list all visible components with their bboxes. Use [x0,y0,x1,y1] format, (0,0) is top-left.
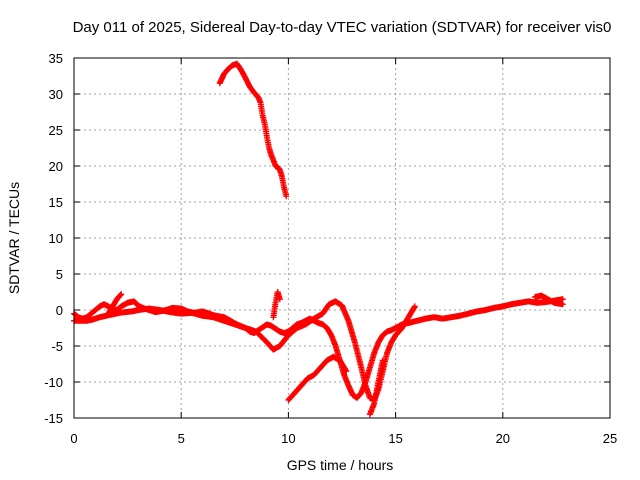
series-lower-branch [71,298,418,403]
data-point [343,368,350,375]
data-point [118,291,125,298]
y-tick-label: -5 [51,339,63,354]
data-point [559,296,566,303]
y-tick-label: 30 [49,87,63,102]
data-point [411,303,418,310]
x-tick-label: 5 [178,431,185,446]
data-point [559,301,566,308]
series-end-cluster [531,292,566,308]
x-tick-label: 0 [70,431,77,446]
series-high-arc [216,60,290,200]
x-tick-label: 20 [496,431,510,446]
data-points [71,60,566,418]
x-axis-title: GPS time / hours [287,457,394,473]
data-point [276,296,283,303]
y-axis-title: SDTVAR / TECUs [6,182,22,294]
y-tick-label: -15 [44,411,63,426]
y-tick-label: 10 [49,231,63,246]
data-point [379,357,386,364]
series-low-dip [366,357,386,418]
y-tick-label: 35 [49,51,63,66]
x-tick-label: 10 [281,431,295,446]
y-tick-label: 5 [56,267,63,282]
data-point [117,292,124,298]
series-spike [270,289,283,321]
y-tick-label: -10 [44,375,63,390]
data-point [283,193,290,200]
grid-lines [74,58,610,418]
y-tick-label: 15 [49,195,63,210]
series-mid-segment [285,353,350,403]
x-tick-label: 25 [603,431,617,446]
y-tick-label: 25 [49,123,63,138]
axis-ticks: 0 5 10 15 20 25 -15 -10 -5 0 5 10 15 20 25 30 35 [44,51,617,446]
series-crossing [105,291,125,317]
chart-title: Day 011 of 2025, Sidereal Day-to-day VTE… [73,19,612,36]
y-tick-label: 20 [49,159,63,174]
y-tick-label: 0 [56,303,63,318]
x-tick-label: 15 [388,431,402,446]
